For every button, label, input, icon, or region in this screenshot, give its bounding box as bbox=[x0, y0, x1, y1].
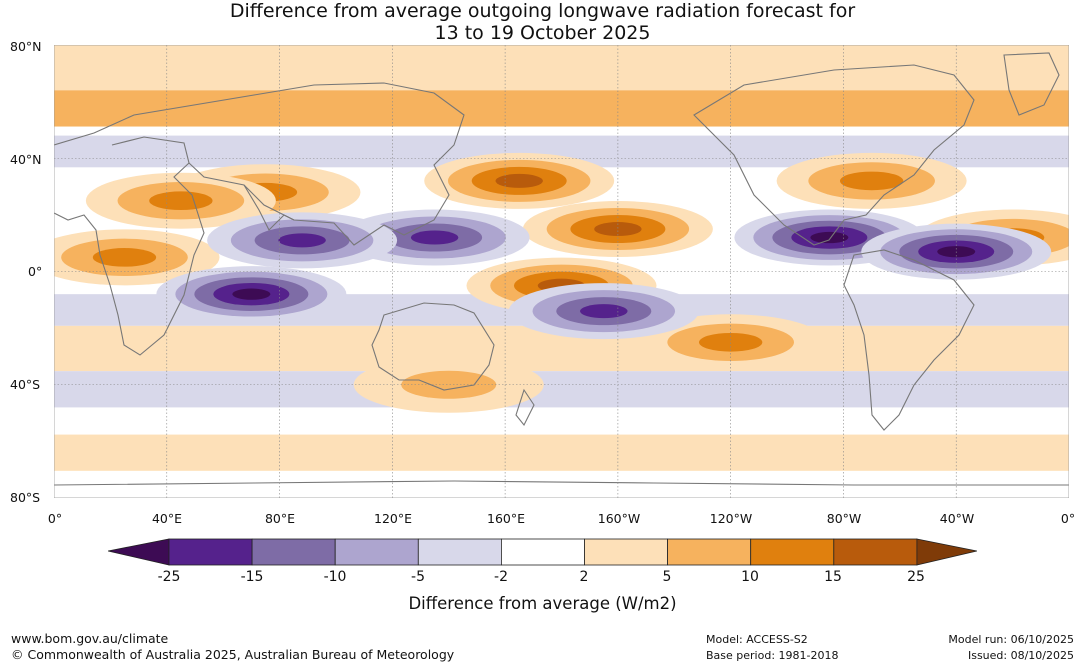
north-atlantic-positive-region bbox=[777, 153, 967, 209]
anomaly-band bbox=[54, 45, 1069, 90]
colorbar-tick: 5 bbox=[663, 569, 672, 585]
colorbar-tick: -10 bbox=[324, 569, 347, 585]
lon-label-80w: 80°W bbox=[827, 511, 862, 526]
contour-level bbox=[232, 289, 270, 300]
lat-label-40n: 40°N bbox=[10, 152, 42, 167]
lat-label-eq: 0° bbox=[28, 264, 42, 279]
contour-level bbox=[411, 231, 459, 245]
chart-title-line2: 13 to 19 October 2025 bbox=[0, 22, 1085, 44]
indian-ocean-negative-region bbox=[156, 266, 346, 322]
north-pacific-ridge-region bbox=[424, 153, 614, 209]
colorbar-tick: 25 bbox=[907, 569, 925, 585]
footer-copyright: © Commonwealth of Australia 2025, Austra… bbox=[11, 647, 454, 663]
colorbar-tick: -25 bbox=[158, 569, 181, 585]
contour-level bbox=[840, 172, 903, 191]
colorbar-swatch bbox=[751, 539, 834, 565]
colorbar-swatch bbox=[252, 539, 335, 565]
anomaly-band bbox=[54, 435, 1069, 471]
anomaly-band bbox=[54, 371, 1069, 407]
chart-title-line1: Difference from average outgoing longwav… bbox=[0, 0, 1085, 22]
lat-label-80s: 80°S bbox=[10, 490, 40, 505]
contour-level bbox=[495, 174, 543, 188]
colorbar-arrow-high bbox=[917, 539, 977, 565]
lon-label-120w: 120°W bbox=[710, 511, 752, 526]
footer-model-run: Model run: 06/10/2025 bbox=[948, 632, 1074, 648]
contour-level bbox=[580, 304, 628, 318]
colorbar-tick: -15 bbox=[241, 569, 264, 585]
contour-level bbox=[810, 232, 848, 243]
lon-label-0-end: 0° bbox=[1061, 511, 1075, 526]
footer-base-period: Base period: 1981-2018 bbox=[706, 648, 838, 664]
southern-ocean-positive-region bbox=[354, 357, 544, 413]
colorbar-swatch bbox=[668, 539, 751, 565]
footer-model: Model: ACCESS-S2 bbox=[706, 632, 808, 648]
lon-label-120e: 120°E bbox=[374, 511, 412, 526]
lon-label-160e: 160°E bbox=[487, 511, 525, 526]
lon-label-160w: 160°W bbox=[598, 511, 640, 526]
colorbar-arrow-low bbox=[108, 539, 169, 565]
contour-level bbox=[149, 191, 212, 210]
colorbar-swatch bbox=[335, 539, 418, 565]
lat-label-40s: 40°S bbox=[10, 377, 40, 392]
south-pacific-negative-region bbox=[509, 283, 699, 339]
lon-label-80e: 80°E bbox=[265, 511, 295, 526]
colorbar-tick: 15 bbox=[824, 569, 842, 585]
colorbar-tick: -2 bbox=[494, 569, 508, 585]
lat-label-80n: 80°N bbox=[10, 39, 42, 54]
colorbar-swatch bbox=[834, 539, 917, 565]
lon-label-0: 0° bbox=[48, 511, 62, 526]
footer-issued: Issued: 08/10/2025 bbox=[968, 648, 1074, 664]
colorbar-title: Difference from average (W/m2) bbox=[0, 594, 1085, 613]
contour-level bbox=[278, 233, 326, 247]
colorbar-swatch bbox=[418, 539, 501, 565]
lon-label-40w: 40°W bbox=[940, 511, 975, 526]
colorbar-swatch bbox=[501, 539, 584, 565]
colorbar-tick: 2 bbox=[580, 569, 589, 585]
anomaly-band bbox=[54, 90, 1069, 126]
colorbar-tick: -5 bbox=[411, 569, 425, 585]
lon-label-40e: 40°E bbox=[152, 511, 182, 526]
colorbar bbox=[108, 538, 978, 568]
anomaly-map[interactable] bbox=[54, 45, 1069, 498]
colorbar-swatch bbox=[585, 539, 668, 565]
colorbar-tick: 10 bbox=[741, 569, 759, 585]
footer-website-link[interactable]: www.bom.gov.au/climate bbox=[11, 631, 168, 647]
colorbar-swatch bbox=[169, 539, 252, 565]
contour-level bbox=[93, 248, 156, 267]
